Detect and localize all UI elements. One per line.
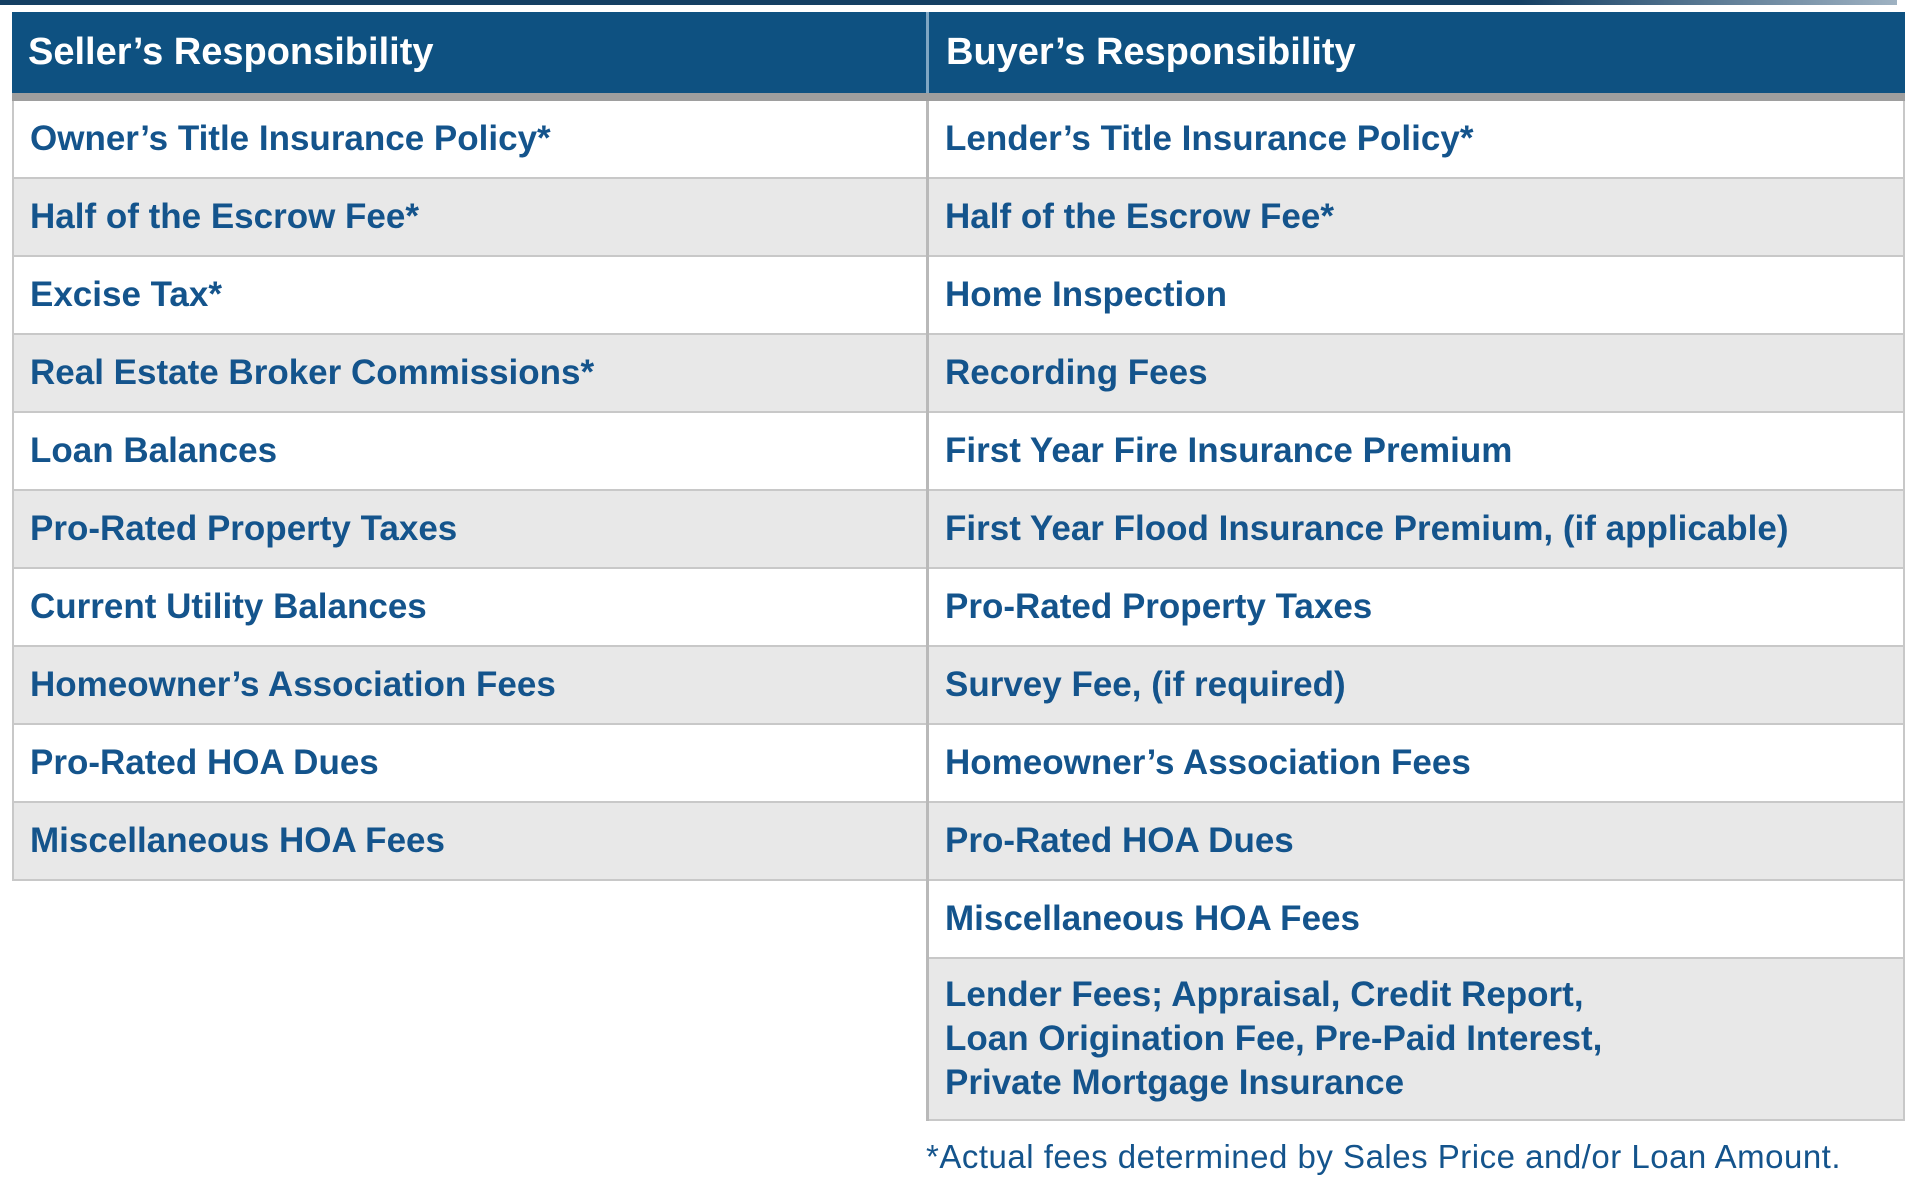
table-row: Current Utility Balances (14, 569, 926, 647)
table-row: Pro-Rated Property Taxes (14, 491, 926, 569)
table-row: Homeowner’s Association Fees (929, 725, 1903, 803)
table-row: Half of the Escrow Fee* (929, 179, 1903, 257)
table-row: Real Estate Broker Commissions* (14, 335, 926, 413)
table-row: Miscellaneous HOA Fees (929, 881, 1903, 959)
table-row: First Year Fire Insurance Premium (929, 413, 1903, 491)
responsibility-table: Seller’s Responsibility Buyer’s Responsi… (12, 12, 1905, 1121)
seller-header-cell: Seller’s Responsibility (12, 12, 926, 93)
buyer-header-label: Buyer’s Responsibility (946, 31, 1356, 73)
table-row: Pro-Rated Property Taxes (929, 569, 1903, 647)
table-row: Owner’s Title Insurance Policy* (14, 101, 926, 179)
top-edge-bar (0, 0, 1897, 5)
buyer-column: Lender’s Title Insurance Policy* Half of … (926, 101, 1905, 1121)
table-row: Survey Fee, (if required) (929, 647, 1903, 725)
seller-header-label: Seller’s Responsibility (28, 31, 434, 73)
table-row: Miscellaneous HOA Fees (14, 803, 926, 881)
table-row: Pro-Rated HOA Dues (929, 803, 1903, 881)
table-row: Lender Fees; Appraisal, Credit Report, L… (929, 959, 1903, 1121)
table-row: Home Inspection (929, 257, 1903, 335)
table-row: Homeowner’s Association Fees (14, 647, 926, 725)
footnote: *Actual fees determined by Sales Price a… (926, 1138, 1842, 1175)
table-header-row: Seller’s Responsibility Buyer’s Responsi… (12, 12, 1905, 101)
table-row: Recording Fees (929, 335, 1903, 413)
table-row: Pro-Rated HOA Dues (14, 725, 926, 803)
table-row: First Year Flood Insurance Premium, (if … (929, 491, 1903, 569)
table-row: Excise Tax* (14, 257, 926, 335)
table-body: Owner’s Title Insurance Policy* Half of t… (12, 101, 1905, 1121)
table-row: Lender’s Title Insurance Policy* (929, 101, 1903, 179)
buyer-header-cell: Buyer’s Responsibility (926, 12, 1905, 93)
seller-column: Owner’s Title Insurance Policy* Half of t… (12, 101, 926, 881)
table-row: Half of the Escrow Fee* (14, 179, 926, 257)
table-row: Loan Balances (14, 413, 926, 491)
